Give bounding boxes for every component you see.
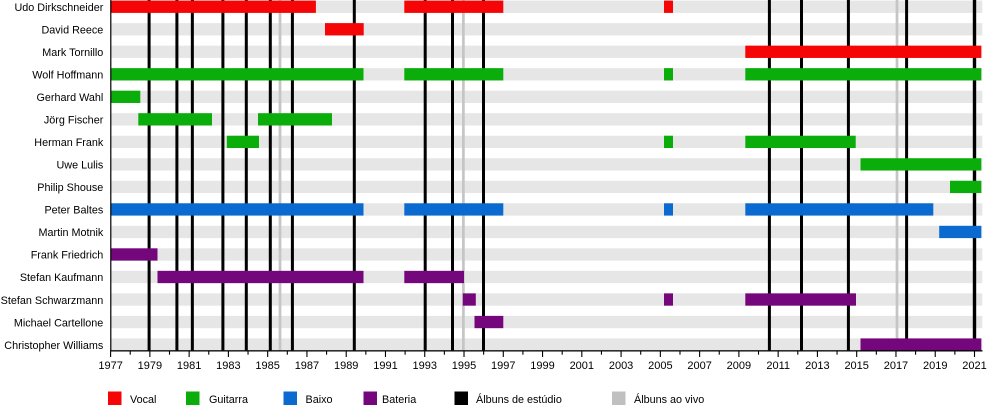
svg-text:1981: 1981	[177, 360, 201, 372]
svg-text:2015: 2015	[844, 360, 868, 372]
svg-text:Martin Motnik: Martin Motnik	[38, 227, 103, 239]
svg-text:Gerhard Wahl: Gerhard Wahl	[36, 92, 103, 104]
svg-text:2001: 2001	[570, 360, 594, 372]
svg-text:1977: 1977	[98, 360, 122, 372]
svg-text:2021: 2021	[962, 360, 986, 372]
svg-text:Jörg Fischer: Jörg Fischer	[44, 115, 104, 127]
svg-text:Michael Cartellone: Michael Cartellone	[14, 317, 103, 329]
svg-text:David Reece: David Reece	[41, 25, 103, 37]
svg-text:2003: 2003	[609, 360, 633, 372]
svg-text:1991: 1991	[373, 360, 397, 372]
svg-text:1995: 1995	[452, 360, 476, 372]
svg-text:Baixo: Baixo	[306, 394, 333, 406]
svg-text:Herman Frank: Herman Frank	[34, 137, 104, 149]
svg-text:2017: 2017	[884, 360, 908, 372]
svg-text:1985: 1985	[255, 360, 279, 372]
svg-text:Uwe Lulis: Uwe Lulis	[56, 160, 103, 172]
svg-text:2005: 2005	[648, 360, 672, 372]
svg-text:Guitarra: Guitarra	[209, 394, 248, 406]
svg-text:Peter Baltes: Peter Baltes	[44, 205, 103, 217]
svg-text:Bateria: Bateria	[382, 394, 416, 406]
svg-text:Álbuns de estúdio: Álbuns de estúdio	[476, 393, 562, 406]
svg-text:Frank Friedrich: Frank Friedrich	[31, 250, 104, 262]
svg-text:1999: 1999	[530, 360, 554, 372]
svg-text:Udo Dirkschneider: Udo Dirkschneider	[14, 2, 103, 14]
svg-text:1983: 1983	[216, 360, 240, 372]
svg-text:1993: 1993	[412, 360, 436, 372]
svg-text:2007: 2007	[687, 360, 711, 372]
svg-text:Philip Shouse: Philip Shouse	[37, 182, 103, 194]
svg-text:2011: 2011	[766, 360, 790, 372]
svg-text:2019: 2019	[923, 360, 947, 372]
svg-text:Christopher Williams: Christopher Williams	[4, 340, 104, 352]
svg-text:Wolf Hoffmann: Wolf Hoffmann	[32, 70, 103, 82]
svg-text:2009: 2009	[727, 360, 751, 372]
svg-text:1979: 1979	[138, 360, 162, 372]
svg-text:Stefan Schwarzmann: Stefan Schwarzmann	[1, 295, 104, 307]
svg-text:1989: 1989	[334, 360, 358, 372]
svg-text:Mark Tornillo: Mark Tornillo	[42, 47, 103, 59]
svg-text:Vocal: Vocal	[130, 394, 156, 406]
svg-text:1997: 1997	[491, 360, 515, 372]
svg-text:1987: 1987	[295, 360, 319, 372]
svg-text:Álbuns ao vivo: Álbuns ao vivo	[634, 393, 704, 406]
svg-text:Stefan Kaufmann: Stefan Kaufmann	[20, 272, 103, 284]
svg-text:2013: 2013	[805, 360, 829, 372]
